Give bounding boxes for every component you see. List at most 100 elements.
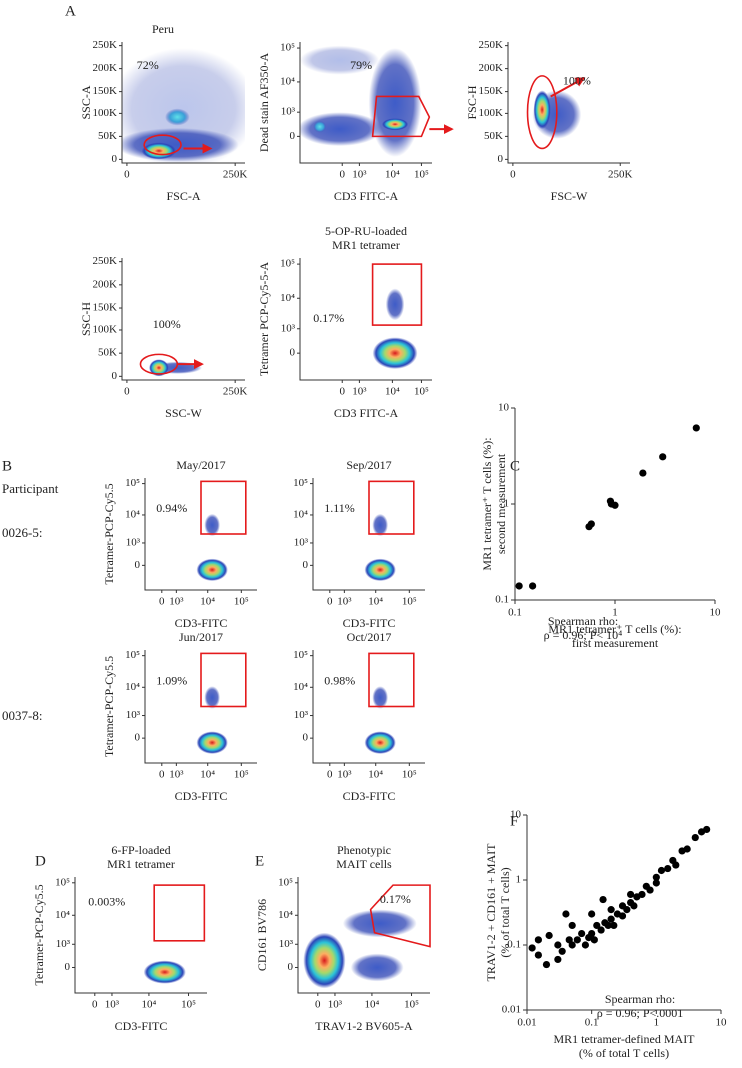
density-blob: [533, 90, 551, 130]
y-tick-label: 50K: [98, 347, 117, 359]
plot-title: MR1 tetramer: [332, 238, 400, 252]
panel-label: A: [65, 3, 76, 19]
density-blob: [141, 142, 177, 160]
x-axis-label: SSC-W: [165, 406, 202, 420]
point: [515, 582, 523, 590]
gate-label: 0.003%: [88, 894, 125, 908]
point: [542, 960, 551, 969]
y-tick-label: 100K: [93, 107, 118, 119]
plot-title: Peru: [152, 22, 174, 36]
density: [364, 686, 396, 754]
axes: [507, 42, 630, 164]
density: [303, 909, 417, 989]
gate: [368, 480, 415, 535]
point: [604, 921, 612, 930]
y-tick-label: 200K: [479, 62, 504, 74]
y-tick-label: 10³: [294, 536, 309, 548]
flow-plot: 0 10³ 10⁴ 10⁵ 0 10³ 10⁴ 10⁵ 0.17% TRAV1-2 BV605-A…: [255, 843, 431, 1033]
axes: [121, 258, 245, 381]
x-tick-label: 0.1: [585, 1017, 599, 1029]
density-blob: [364, 731, 396, 754]
y-tick-label: 150K: [479, 85, 504, 97]
y-axis-label: Dead stain AF350-A: [257, 53, 271, 153]
y-tick-label: 10³: [294, 709, 309, 721]
point: [597, 926, 605, 934]
point: [672, 861, 680, 869]
y-axis-label: TRAV1-2 + CD161 + MAIT: [484, 843, 498, 982]
point: [623, 906, 631, 914]
x-axis-label: CD3 FITC-A: [334, 189, 399, 203]
y-tick-label: 100K: [479, 107, 504, 119]
x-tick-label: 10⁵: [181, 999, 196, 1011]
axes: [526, 815, 721, 1011]
gate-label: 0.17%: [380, 892, 411, 906]
plot-title: 6-FP-loaded: [111, 843, 170, 857]
gate: [526, 75, 558, 150]
point: [588, 910, 596, 918]
x-tick-label: 10⁵: [414, 386, 429, 398]
annotation: Spearman rho:: [548, 614, 618, 628]
x-tick-label: 10³: [337, 596, 352, 608]
x-tick-label: 10⁴: [200, 596, 215, 608]
point: [568, 941, 576, 949]
y-axis-label: FSC-H: [465, 85, 479, 119]
x-tick-label: 10⁴: [368, 596, 383, 608]
y-axis-label: SSC-A: [79, 85, 93, 119]
gate-arrow: [550, 77, 586, 98]
y-tick-label: 150K: [93, 302, 118, 314]
y-tick-label: 200K: [93, 62, 118, 74]
x-tick-label: 0: [124, 169, 130, 181]
plot-title: 5-OP-RU-loaded: [325, 224, 407, 238]
point: [638, 890, 646, 899]
y-axis-label: SSC-H: [79, 302, 93, 336]
y-tick-label: 250K: [93, 39, 118, 51]
y-axis-label: Tetramer PCP-Cy5-5-A: [257, 262, 271, 376]
gate-label: 1.09%: [156, 673, 187, 687]
y-tick-label: 10⁵: [125, 477, 140, 489]
x-tick-label: 10³: [337, 769, 352, 781]
x-tick-label: 10⁵: [404, 999, 419, 1011]
y-tick-label: 10⁵: [293, 649, 308, 661]
gate: [369, 884, 431, 948]
point: [652, 879, 660, 887]
y-tick-label: 10⁴: [125, 681, 140, 693]
density-blob: [149, 359, 169, 377]
gate-label: 100%: [153, 317, 181, 331]
y-tick-label: 1: [504, 498, 510, 510]
y-tick-label: 10⁴: [125, 508, 140, 520]
density-blob: [165, 108, 190, 126]
y-tick-label: 0: [65, 961, 71, 973]
x-tick-label: 10⁴: [364, 999, 379, 1011]
gate: [200, 652, 247, 708]
point: [534, 936, 542, 944]
y-tick-label: 10³: [126, 536, 141, 548]
x-tick-label: 10⁴: [368, 769, 383, 781]
density-blob: [372, 337, 418, 370]
density-blob: [204, 686, 221, 709]
y-tick-label: 10⁴: [280, 75, 295, 87]
y-axis-label: Tetramer-PCP-Cy5.5: [102, 656, 116, 757]
density-blob: [368, 48, 422, 157]
y-tick-label: 10⁴: [278, 909, 293, 921]
x-tick-label: 0: [124, 386, 130, 398]
point: [599, 895, 607, 904]
point: [587, 520, 595, 528]
x-tick-label: 1: [612, 607, 618, 619]
y-axis-label: CD161 BV786: [255, 899, 269, 971]
point: [664, 864, 672, 873]
x-tick-label: 250K: [608, 169, 633, 181]
y-tick-label: 0: [112, 370, 118, 382]
x-tick-label: 0: [315, 999, 321, 1011]
x-tick-label: 0: [510, 169, 516, 181]
point: [573, 936, 581, 944]
panel-label: F: [510, 813, 518, 829]
gate: [368, 652, 415, 708]
density-blob: [300, 45, 380, 75]
point: [568, 921, 576, 930]
density: [372, 288, 418, 370]
density-blob: [204, 513, 221, 537]
point: [692, 424, 700, 432]
density-blob: [143, 960, 186, 984]
x-axis-label: FSC-A: [166, 189, 200, 203]
panel-label: D: [35, 853, 46, 869]
